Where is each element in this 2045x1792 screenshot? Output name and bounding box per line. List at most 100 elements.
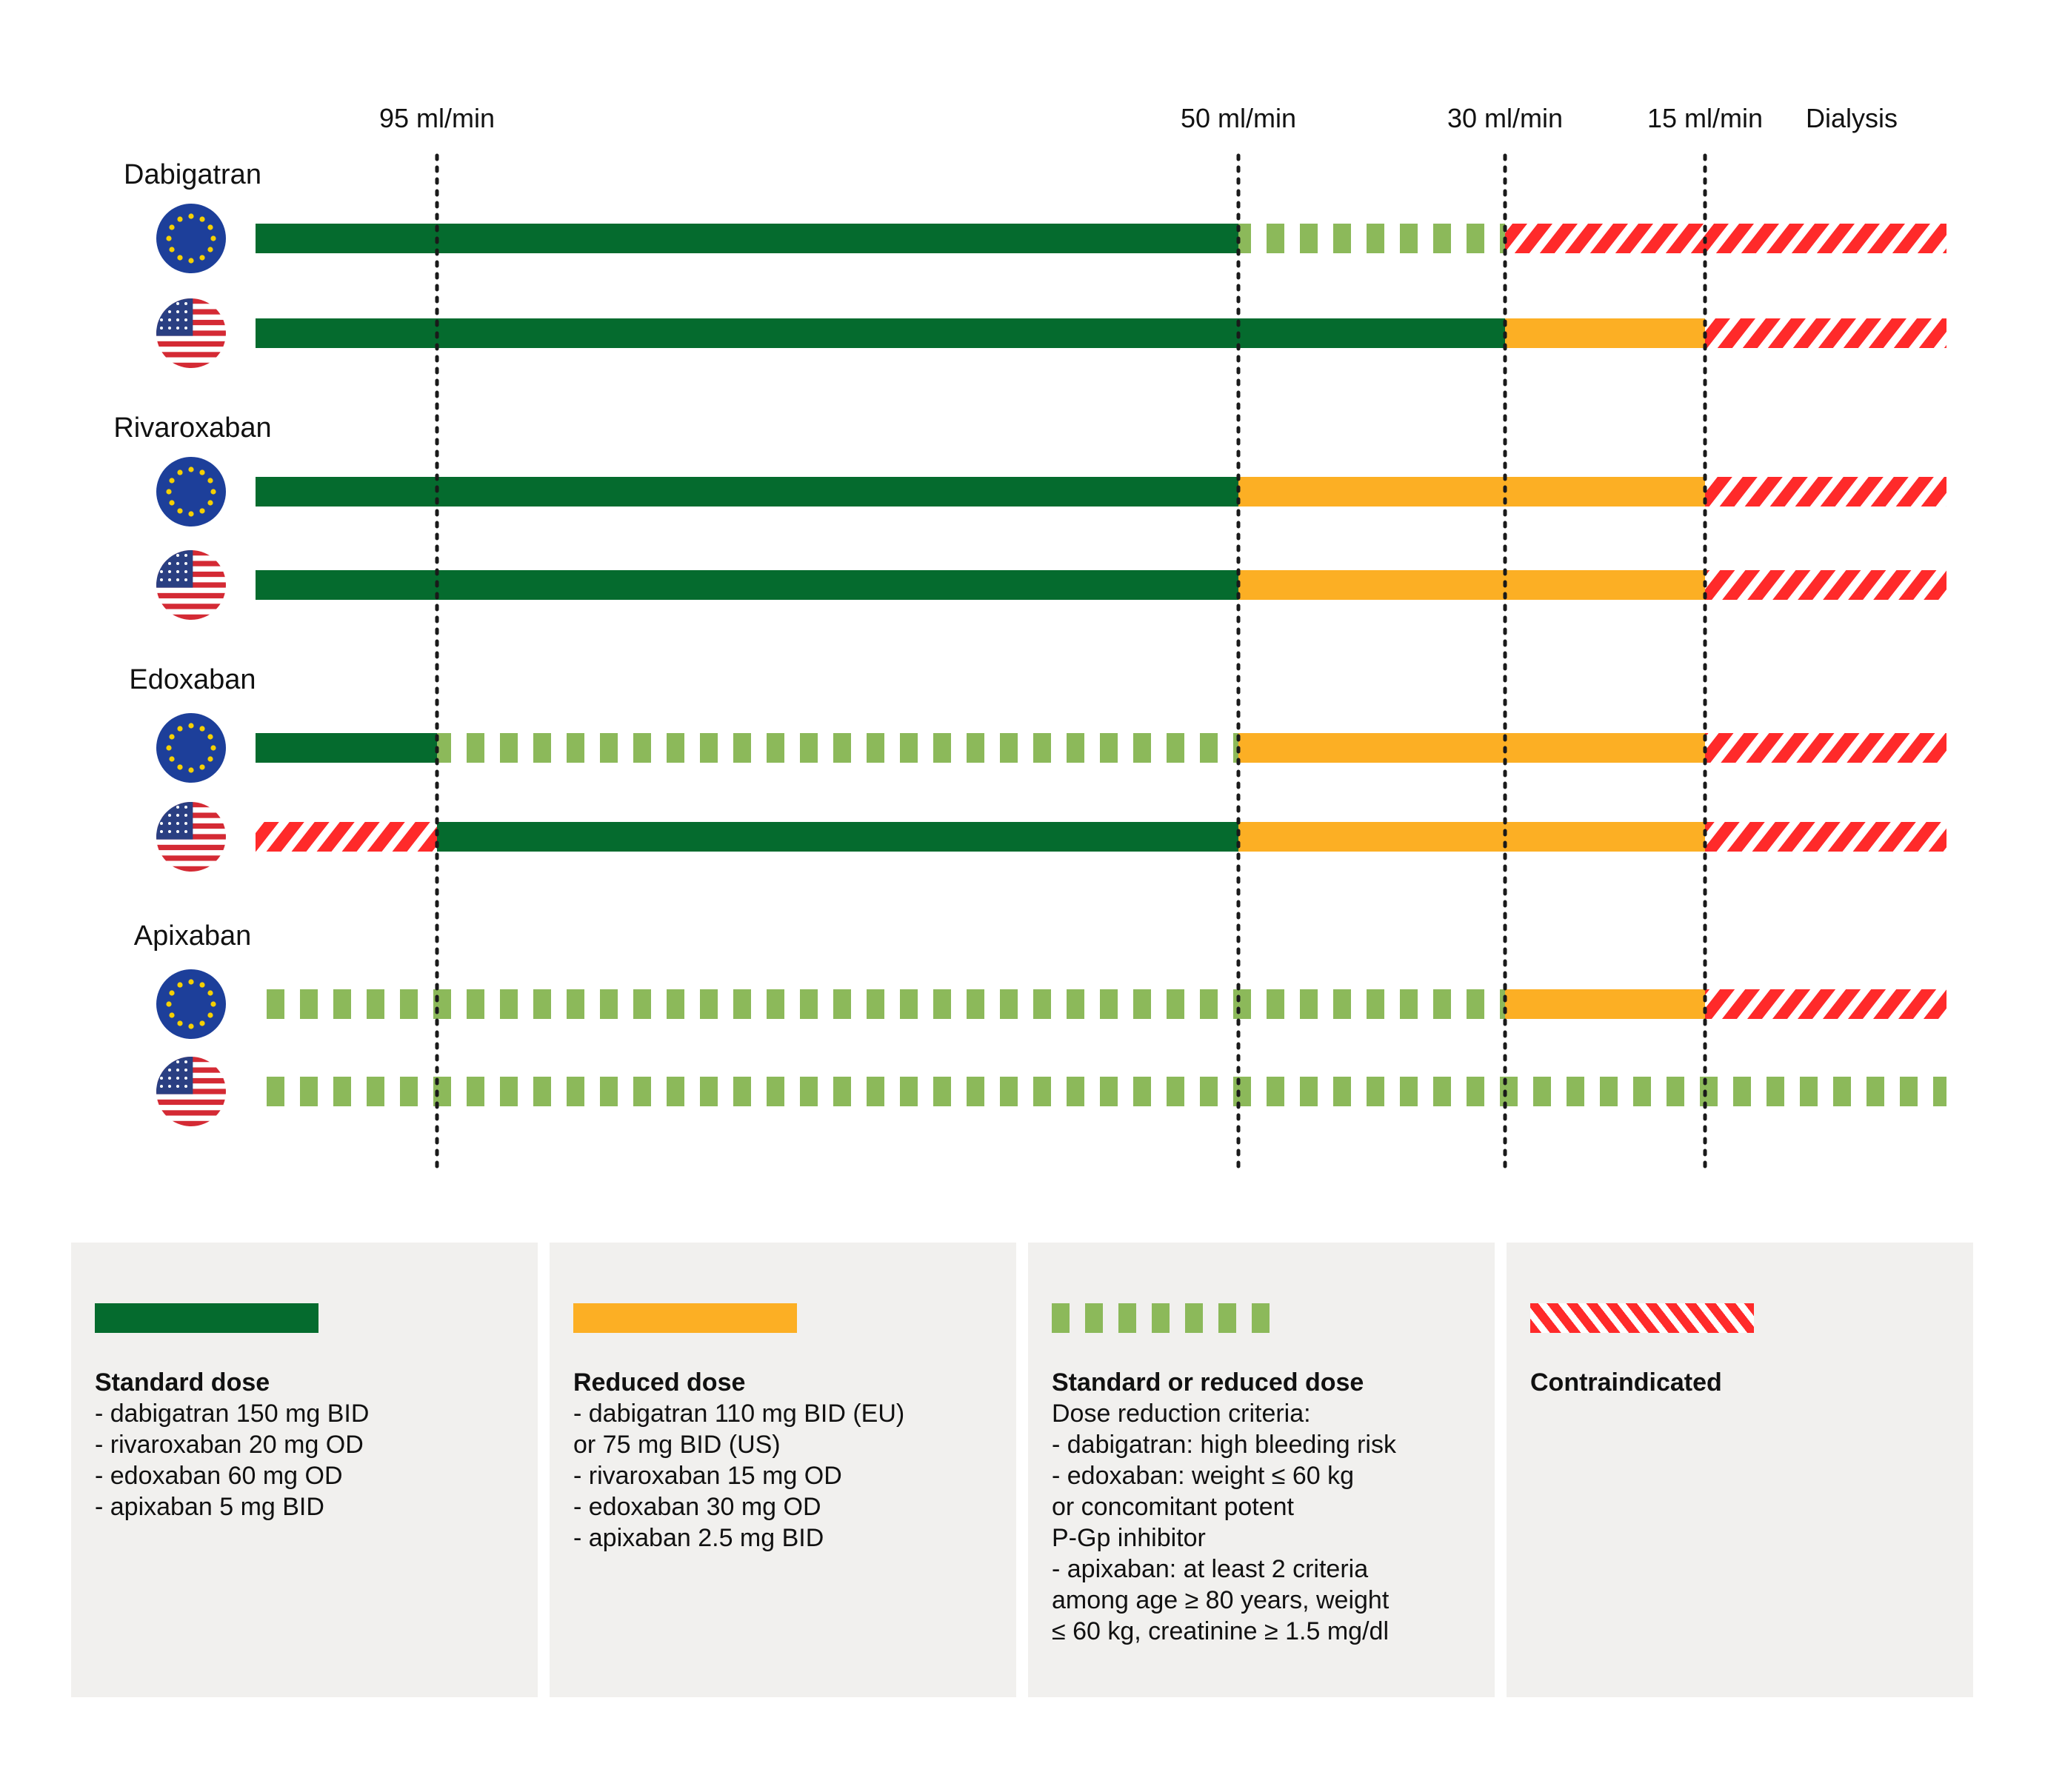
us-flag-icon — [156, 550, 226, 620]
legend-line: - edoxaban 30 mg OD — [573, 1493, 821, 1521]
us-flag-star — [176, 830, 179, 833]
us-flag-canton — [156, 802, 193, 840]
us-flag-star — [160, 327, 163, 330]
us-flag-star — [160, 578, 163, 581]
bar-segment-standard — [256, 477, 437, 506]
eu-flag-star — [207, 478, 213, 484]
us-flag-star — [168, 570, 171, 573]
threshold-label-t95: 95 ml/min — [379, 103, 495, 133]
legend-title: Standard dose — [95, 1368, 270, 1397]
bar-segment-standard — [1238, 318, 1505, 348]
bar-segment-standard-or-reduced — [1238, 989, 1505, 1019]
us-flag-stripe — [156, 341, 226, 347]
legend-title: Contraindicated — [1530, 1368, 1722, 1397]
eu-flag-disc — [156, 713, 226, 783]
legend-line: - edoxaban 60 mg OD — [95, 1462, 343, 1490]
us-flag-stripe — [156, 1120, 226, 1126]
eu-flag-star — [166, 745, 172, 751]
us-flag-star — [176, 562, 179, 565]
eu-flag-icon — [156, 969, 226, 1039]
eu-flag-disc — [156, 457, 226, 526]
us-flag-star — [176, 822, 179, 825]
us-flag-canton — [156, 298, 193, 336]
us-flag-stripe — [156, 352, 226, 358]
bar-segment-reduced — [1505, 570, 1705, 600]
us-flag-star — [160, 562, 163, 565]
bar-segment-reduced — [1505, 733, 1705, 763]
legend-standard-dose: Standard dose - dabigatran 150 mg BID - … — [71, 1243, 538, 1697]
legend-line: - apixaban: at least 2 criteria — [1052, 1555, 1369, 1583]
us-flag-star — [184, 302, 187, 305]
bar-segment-contraindicated — [1705, 733, 1946, 763]
eu-flag-star — [177, 255, 183, 261]
us-flag-star — [184, 822, 187, 825]
us-flag-star — [176, 302, 179, 305]
bar-segment-standard-or-reduced — [1238, 224, 1505, 253]
threshold-label-t15: 15 ml/min — [1647, 103, 1763, 133]
eu-flag-star — [207, 734, 213, 740]
eu-flag-icon — [156, 457, 226, 526]
us-flag-canton — [156, 1057, 193, 1094]
eu-flag-star — [177, 764, 183, 770]
us-flag-star — [160, 830, 163, 833]
us-flag-star — [168, 562, 171, 565]
threshold-label-t30: 30 ml/min — [1447, 103, 1563, 133]
bar-segment-contraindicated — [1705, 822, 1946, 852]
us-flag-star — [184, 570, 187, 573]
eu-flag-star — [210, 745, 216, 751]
us-flag-stripe — [156, 1110, 226, 1116]
legend-line: - apixaban 5 mg BID — [95, 1493, 324, 1521]
legend-line: - dabigatran 110 mg BID (EU) — [573, 1400, 905, 1428]
us-flag-star — [184, 327, 187, 330]
bar-segment-standard-or-reduced — [256, 989, 437, 1019]
legend-line: - edoxaban: weight ≤ 60 kg — [1052, 1462, 1355, 1490]
eu-flag-star — [199, 216, 205, 222]
bar-segment-standard — [437, 318, 1238, 348]
eu-flag-disc — [156, 969, 226, 1039]
us-flag-star — [160, 1077, 163, 1080]
us-flag-star — [160, 570, 163, 573]
drug-name-rivaroxaban: Rivaroxaban — [113, 412, 271, 444]
eu-flag-star — [199, 255, 205, 261]
bar-segment-contraindicated — [1705, 224, 1946, 253]
eu-flag-icon — [156, 713, 226, 783]
us-flag-stripe — [156, 614, 226, 620]
legend-line: - dabigatran 150 mg BID — [95, 1400, 370, 1428]
eu-flag-star — [169, 478, 175, 484]
eu-flag-star — [166, 1001, 172, 1007]
bar-segment-contraindicated — [1705, 989, 1946, 1019]
us-flag-star — [176, 1085, 179, 1088]
eu-flag-star — [210, 489, 216, 495]
eu-flag-star — [177, 726, 183, 732]
bar-segment-contraindicated — [1705, 318, 1946, 348]
legend-contraindicated: Contraindicated — [1507, 1243, 1973, 1697]
bar-segment-standard — [437, 477, 1238, 506]
eu-flag-star — [188, 467, 194, 472]
us-flag-star — [184, 578, 187, 581]
eu-flag-star — [177, 216, 183, 222]
drug-name-dabigatran: Dabigatran — [124, 159, 261, 190]
us-flag-body — [156, 1057, 226, 1126]
bar-segment-standard — [437, 570, 1238, 600]
eu-flag-star — [210, 235, 216, 241]
eu-flag-star — [188, 979, 194, 985]
us-flag-stripe — [156, 362, 226, 368]
legend-swatch-reduced — [573, 1303, 797, 1333]
eu-flag-star — [207, 756, 213, 762]
us-flag-stripe — [156, 1099, 226, 1106]
eu-flag-star — [169, 756, 175, 762]
legend-swatch-contraindicated — [1530, 1303, 1754, 1333]
us-flag-star — [168, 327, 171, 330]
us-flag-star — [160, 302, 163, 305]
us-flag-star — [184, 1069, 187, 1071]
us-flag-star — [176, 1077, 179, 1080]
legend-line: among age ≥ 80 years, weight — [1052, 1586, 1390, 1614]
eu-flag-star — [177, 469, 183, 475]
us-flag-star — [168, 1060, 171, 1063]
threshold-label-t50: 50 ml/min — [1181, 103, 1296, 133]
eu-flag-star — [169, 247, 175, 253]
legend-line: ≤ 60 kg, creatinine ≥ 1.5 mg/dl — [1052, 1617, 1389, 1645]
eu-flag-star — [207, 990, 213, 996]
eu-flag-star — [188, 511, 194, 517]
